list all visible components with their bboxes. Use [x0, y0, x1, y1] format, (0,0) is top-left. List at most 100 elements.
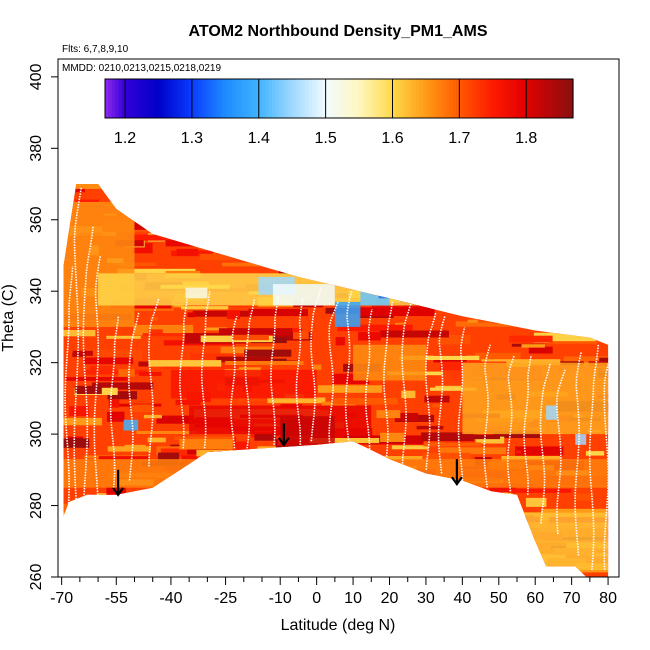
density-cell	[351, 456, 430, 460]
density-cell	[440, 447, 506, 455]
density-cell	[507, 241, 571, 250]
density-cell	[160, 211, 172, 216]
density-cell	[520, 450, 532, 455]
density-cell	[342, 280, 398, 289]
colorbar-swatch	[178, 79, 183, 118]
flight-profile	[506, 355, 515, 492]
density-cell	[158, 213, 179, 220]
density-cell	[376, 410, 401, 419]
colorbar-swatch	[365, 79, 370, 118]
x-tick-label: -25	[214, 590, 237, 607]
density-cell	[244, 349, 292, 357]
x-tick-label: -70	[50, 590, 73, 607]
colorbar-swatch	[506, 79, 511, 118]
density-cell	[266, 460, 313, 468]
colorbar-swatch	[218, 79, 223, 118]
colorbar-swatch	[549, 79, 554, 118]
density-cell	[225, 361, 304, 365]
density-cell	[374, 493, 393, 497]
colorbar-swatch	[385, 79, 390, 118]
density-cell	[460, 266, 520, 275]
flight-profile	[148, 298, 160, 467]
density-cell	[68, 555, 149, 565]
density-cell	[401, 390, 416, 399]
colorbar-swatch	[318, 79, 323, 118]
x-tick-label: -55	[105, 590, 128, 607]
colorbar-swatch	[135, 79, 140, 118]
density-cell	[242, 539, 253, 551]
density-cell	[184, 200, 233, 208]
density-cell	[255, 501, 287, 512]
density-cell	[380, 169, 448, 179]
density-cell	[125, 193, 186, 204]
colorbar-swatch	[529, 79, 534, 118]
density-cell	[424, 395, 450, 403]
density-cell	[189, 504, 247, 513]
density-cell	[499, 280, 538, 290]
density-cell	[165, 240, 215, 247]
density-cell	[542, 232, 585, 241]
density-cell	[98, 456, 149, 460]
arrow-head	[277, 437, 290, 447]
density-cell	[108, 499, 150, 503]
density-cell	[210, 501, 289, 513]
colorbar-swatch	[382, 79, 387, 118]
density-cell	[564, 243, 595, 248]
density-cell	[567, 225, 609, 231]
density-cell	[284, 512, 306, 516]
density-cell	[525, 497, 547, 507]
density-cell	[359, 205, 407, 212]
flight-profile	[556, 369, 566, 535]
colorbar-swatch	[265, 79, 270, 118]
density-cell	[538, 242, 583, 249]
density-cell	[455, 556, 520, 560]
density-cell	[313, 364, 322, 370]
density-cell	[295, 547, 316, 555]
density-cell	[590, 281, 609, 289]
density-cell	[561, 260, 609, 264]
density-cell	[331, 230, 358, 239]
density-cell	[342, 208, 356, 216]
density-cell	[157, 452, 180, 463]
density-cell	[571, 258, 609, 264]
density-cell	[371, 184, 430, 187]
arrow-head	[450, 476, 463, 487]
density-cell	[527, 571, 541, 577]
colorbar-swatch	[556, 79, 561, 118]
density-cell	[540, 240, 576, 245]
density-cell	[414, 177, 435, 182]
density-patch	[334, 301, 361, 327]
density-cell	[430, 387, 477, 391]
colorbar-swatch	[566, 79, 571, 118]
density-cell	[140, 525, 172, 531]
density-cell	[354, 517, 393, 528]
density-cell	[157, 554, 225, 559]
density-cell	[81, 165, 154, 169]
density-cell	[555, 208, 576, 213]
density-cell	[523, 260, 553, 269]
colorbar-swatch	[466, 79, 470, 118]
density-cell	[150, 317, 158, 321]
density-cell	[258, 246, 322, 253]
density-cell	[117, 268, 196, 274]
density-cell	[179, 439, 233, 450]
density-cell	[584, 252, 609, 258]
density-cell	[248, 308, 308, 317]
colorbar-swatch	[245, 79, 250, 118]
density-cell	[468, 215, 539, 226]
density-cell	[142, 333, 195, 337]
density-cell	[333, 541, 410, 551]
density-cell	[521, 344, 545, 348]
flight-profile	[310, 287, 322, 442]
density-cell	[451, 482, 516, 494]
density-cell	[257, 446, 282, 456]
colorbar-swatch	[232, 79, 236, 118]
density-cell	[197, 474, 253, 486]
colorbar-swatch	[412, 79, 417, 118]
colorbar-swatch	[422, 79, 427, 118]
density-cell	[331, 445, 357, 449]
density-cell	[337, 490, 356, 501]
colorbar-swatch	[108, 79, 113, 118]
colorbar-swatch	[222, 79, 226, 118]
colorbar-swatch	[502, 79, 507, 118]
